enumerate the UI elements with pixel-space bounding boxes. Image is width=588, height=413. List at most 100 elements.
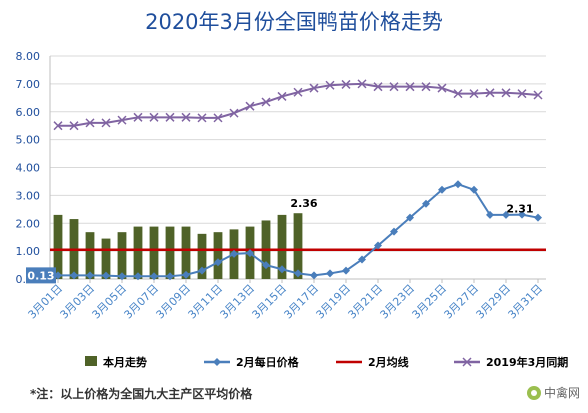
bar [85,232,95,279]
legend-marker [462,357,472,367]
series-feb-point [246,249,254,258]
x-tick-label: 3月11日 [186,282,226,322]
legend-swatch [85,356,97,366]
series-feb-point [278,265,286,274]
series-2019-point [277,91,287,101]
series-2019-point [325,80,335,90]
series-feb-point [502,210,510,219]
data-labels: 2.36 0.13 2.31 [26,197,534,284]
series-2019-point [181,112,191,122]
x-tick-label: 3月07日 [122,282,162,322]
series-feb-point [102,271,110,280]
series-2019-point [229,108,239,118]
data-label: 2.36 [290,197,317,210]
series-feb-point [182,270,190,279]
data-label: 2.31 [506,203,533,216]
series-2019-point [293,87,303,97]
y-tick-label: 7.00 [16,78,41,91]
bar [149,226,159,279]
y-axis-ticks: 0.001.002.003.004.005.006.007.008.00 [16,50,41,286]
y-tick-label: 2.00 [16,217,41,230]
watermark-logo-icon [526,385,541,400]
footnote: *注：以上价格为全国九大主产区平均价格 [30,387,253,401]
series-feb-point [438,185,446,194]
series-feb-point [262,261,270,270]
series-2019-point [101,118,111,128]
y-tick-label: 1.00 [16,245,41,258]
series-feb-point [422,199,430,208]
series-2019-point [373,82,383,92]
x-tick-label: 3月25日 [410,282,450,322]
series-2019-point [53,121,63,131]
chart-title: 2020年3月份全国鸭苗价格走势 [145,10,443,34]
x-tick-label: 3月05日 [90,282,130,322]
series-feb-point [358,255,366,264]
series-2019-point [341,79,351,89]
series-feb-point [326,269,334,278]
series-feb-point [534,213,542,222]
line-series [50,79,546,281]
x-tick-label: 3月23日 [378,282,418,322]
legend-label: 2月均线 [368,355,409,369]
series-2019-point [437,83,447,93]
bar [101,238,111,279]
series-2019-point [85,118,95,128]
bar [181,226,191,279]
x-tick-label: 3月01日 [26,282,66,322]
y-tick-label: 4.00 [16,162,41,175]
series-2019-point [421,82,431,92]
series-feb-point [118,272,126,281]
watermark: 中禽网 [526,384,580,401]
x-tick-label: 3月31日 [506,282,546,322]
legend: 本月走势 2月每日价格 2月均线 2019年3月同期 [85,355,568,369]
series-2019-point [309,83,319,93]
x-tick-label: 3月03日 [58,282,98,322]
legend-label: 2月每日价格 [236,355,300,369]
series-2019-line [58,82,539,127]
y-tick-label: 5.00 [16,134,41,147]
series-2019-point [197,113,207,123]
series-feb-point [454,180,462,189]
series-2019-point [357,79,367,89]
legend-label: 本月走势 [103,355,147,369]
series-feb-point [390,227,398,236]
x-tick-label: 3月13日 [218,282,258,322]
series-feb-point [150,272,158,281]
series-feb-point [310,271,318,280]
series-feb-point [86,271,94,280]
series-feb-point [230,249,238,258]
watermark-text: 中禽网 [543,386,580,400]
series-2019-point [501,88,511,98]
series-2019-point [165,112,175,122]
bar [133,226,143,279]
series-2019-point [213,113,223,123]
x-axis-ticks: 3月01日3月03日3月05日3月07日3月09日3月11日3月13日3月15日… [26,279,546,322]
series-2019-point [517,89,527,99]
series-feb-point [166,272,174,281]
x-tick-label: 3月29日 [474,282,514,322]
x-tick-label: 3月17日 [282,282,322,322]
bar [165,226,175,279]
legend-marker [213,358,221,366]
series-feb-point [198,266,206,275]
x-tick-label: 3月27日 [442,282,482,322]
series-feb-point [470,185,478,194]
data-label: 0.13 [27,269,54,282]
series-feb-point [406,213,414,222]
bar [117,232,127,279]
series-2019-point [245,101,255,111]
series-2019-point [469,89,479,99]
series-feb-point [374,241,382,250]
x-tick-label: 3月21日 [346,282,386,322]
series-feb-point [214,258,222,267]
x-tick-label: 3月15日 [250,282,290,322]
series-2019-point [149,112,159,122]
series-feb-point [70,271,78,280]
series-2019-point [69,121,79,131]
series-feb-point [294,269,302,278]
bar [197,233,207,279]
series-2019-point [133,112,143,122]
x-tick-label: 3月09日 [154,282,194,322]
y-tick-label: 3.00 [16,189,41,202]
